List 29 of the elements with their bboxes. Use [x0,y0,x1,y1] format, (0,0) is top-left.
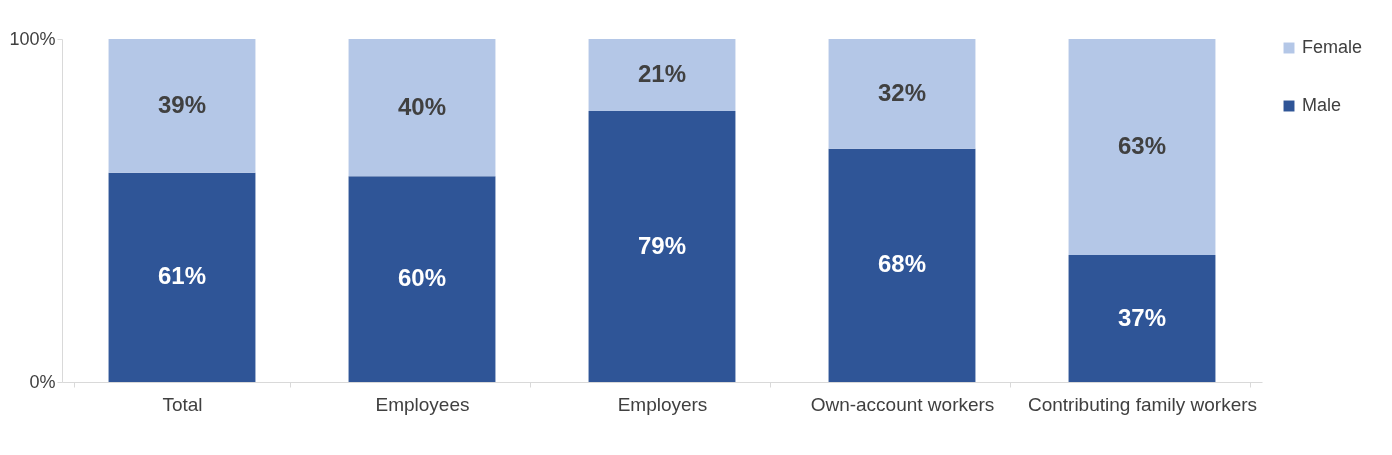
y-tick-label: 100% [9,28,56,49]
legend-label: Female [1302,37,1363,57]
bar [828,39,976,149]
bar [1068,39,1216,256]
x-tick-label: Own-account workers [810,393,995,415]
y-tick-label: 0% [29,371,56,392]
x-tick-label: Employees [375,393,470,415]
data-label: 37% [1117,303,1167,331]
data-label: 68% [877,250,927,278]
data-label: 63% [1117,132,1167,160]
bar [348,39,496,177]
bar [588,111,736,382]
data-label: 40% [397,92,447,120]
bar [348,176,496,382]
x-tick-label: Total [162,393,203,415]
bar [108,39,256,173]
bar [588,39,736,112]
data-label: 60% [397,264,447,292]
bar [828,148,976,382]
x-tick-label: Contributing family workers [1027,393,1258,415]
bar [108,172,256,382]
data-label: 39% [157,90,207,118]
x-tick-label: Employers [617,393,708,415]
data-label: 79% [637,231,687,259]
data-label: 61% [157,262,207,290]
data-label: 21% [637,60,687,88]
data-label: 32% [877,78,927,106]
bar [1068,255,1216,382]
legend-label: Male [1302,95,1342,115]
